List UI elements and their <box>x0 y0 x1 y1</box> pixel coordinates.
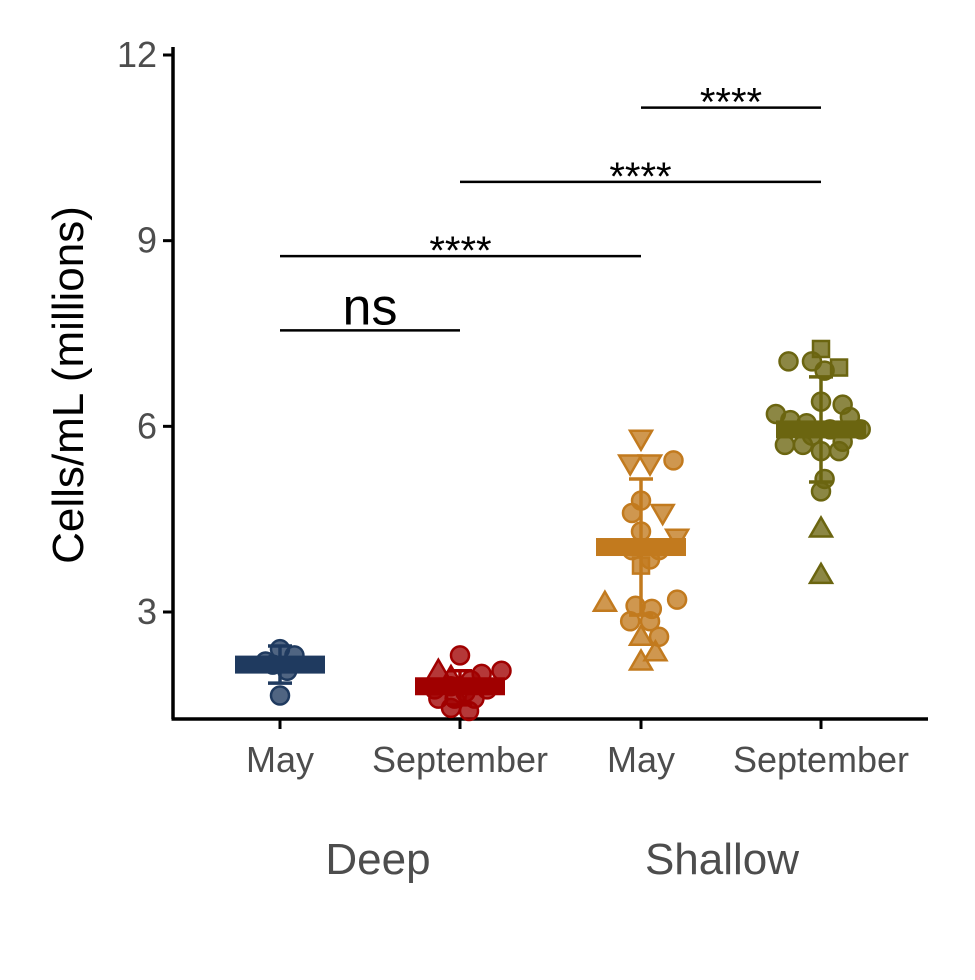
y-tick-label: 12 <box>117 34 157 75</box>
comparison-label: ns <box>343 278 398 336</box>
x-category-label: May <box>607 739 675 780</box>
x-category-label: September <box>733 739 909 780</box>
data-point <box>810 481 832 502</box>
x-category-label: September <box>372 739 548 780</box>
comparison-label: **** <box>429 229 491 273</box>
mean-bar <box>415 677 505 696</box>
data-point <box>627 429 655 453</box>
data-point <box>619 611 641 632</box>
data-point <box>828 440 850 462</box>
comparison-label: **** <box>609 155 671 199</box>
axes-layer: 3 6 9 12 May September May September Deep Shallow <box>117 34 928 884</box>
x-category-label: May <box>246 739 314 780</box>
data-point <box>807 514 835 538</box>
data-point <box>491 660 512 682</box>
data-point <box>621 502 643 524</box>
data-point <box>269 685 291 706</box>
data-point <box>792 434 814 456</box>
comparison-label: **** <box>700 81 762 125</box>
data-point <box>630 521 652 542</box>
data-point <box>591 589 619 612</box>
errorbars-layer <box>268 375 833 707</box>
data-point <box>627 648 655 671</box>
points-layer <box>255 339 871 722</box>
data-point <box>649 503 676 527</box>
means-layer <box>235 420 866 696</box>
mean-bar <box>776 420 866 439</box>
data-point <box>617 454 644 477</box>
data-point <box>810 440 832 462</box>
data-point <box>774 434 796 456</box>
data-point <box>642 638 669 662</box>
y-axis-title: Cells/mL (millions) <box>44 206 93 564</box>
data-point <box>778 351 799 372</box>
mean-bar <box>235 655 325 674</box>
significance-layer: ns **** **** **** <box>280 81 821 336</box>
data-point <box>663 450 684 471</box>
data-point <box>666 589 688 610</box>
y-tick-label: 3 <box>137 591 157 632</box>
data-point <box>631 556 651 575</box>
data-point <box>440 697 462 719</box>
data-point <box>648 626 670 648</box>
data-point <box>636 454 664 477</box>
data-point <box>449 645 471 666</box>
x-group-label: Shallow <box>645 835 799 884</box>
mean-bar <box>596 538 686 557</box>
data-point <box>814 360 835 381</box>
y-tick-label: 9 <box>137 220 157 261</box>
y-tick-label: 6 <box>137 405 157 446</box>
data-point <box>458 700 480 722</box>
data-point <box>810 391 832 412</box>
x-group-label: Deep <box>325 835 430 884</box>
data-point <box>627 623 655 647</box>
data-point <box>639 611 661 632</box>
data-point <box>807 561 835 585</box>
